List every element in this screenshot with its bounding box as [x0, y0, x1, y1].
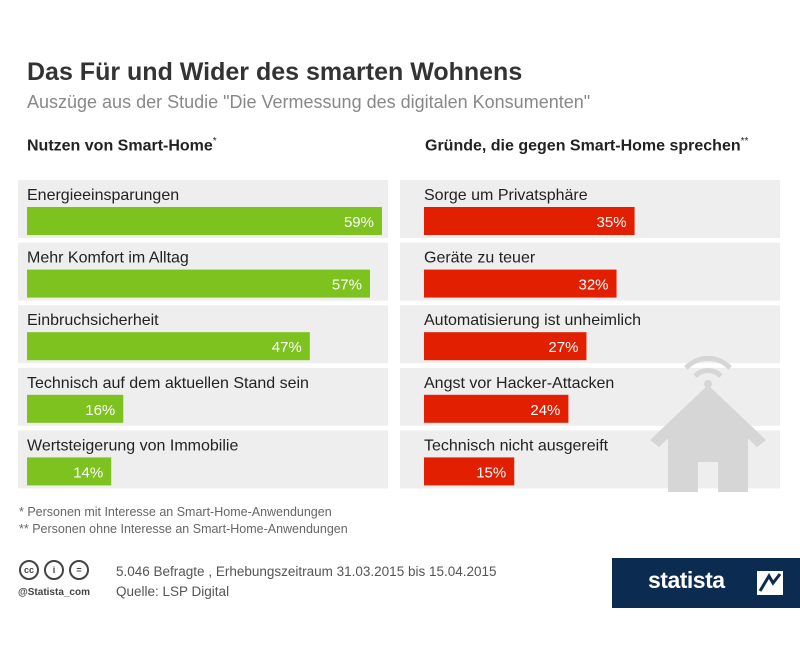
left-panel-header: Nutzen von Smart-Home* — [27, 136, 217, 155]
cc-icon: cc — [19, 560, 39, 580]
bar — [27, 332, 310, 361]
category-label: Energieeinsparungen — [27, 187, 179, 204]
chart-subtitle: Auszüge aus der Studie "Die Vermessung d… — [27, 92, 591, 112]
value-label: 14% — [73, 464, 103, 481]
value-label: 57% — [332, 277, 362, 294]
category-label: Automatisierung ist unheimlich — [424, 312, 641, 329]
category-label: Mehr Komfort im Alltag — [27, 250, 189, 267]
category-label: Technisch nicht ausgereift — [424, 437, 609, 454]
value-label: 59% — [344, 214, 374, 231]
statista-logo-text: statista — [648, 567, 725, 593]
value-label: 47% — [272, 339, 302, 356]
bar — [424, 394, 569, 423]
bar — [27, 457, 112, 486]
value-label: 24% — [530, 402, 560, 419]
category-label: Sorge um Privatsphäre — [424, 187, 588, 204]
category-label: Wertsteigerung von Immobilie — [27, 437, 238, 454]
source-text: Quelle: LSP Digital — [116, 584, 230, 599]
wifi-arc-inner — [693, 368, 723, 378]
house-roof — [650, 385, 766, 447]
chart-title: Das Für und Wider des smarten Wohnens — [27, 58, 523, 86]
category-label: Einbruchsicherheit — [27, 312, 159, 329]
footnote-1: * Personen mit Interesse an Smart-Home-A… — [19, 505, 332, 519]
value-label: 16% — [85, 402, 115, 419]
value-label: 27% — [548, 339, 578, 356]
statista-handle[interactable]: @Statista_com — [18, 587, 90, 598]
equal-icon: = — [69, 560, 89, 580]
category-label: Angst vor Hacker-Attacken — [424, 375, 614, 392]
bar — [424, 332, 587, 361]
bar — [424, 457, 515, 486]
statista-logo-bar[interactable] — [612, 558, 800, 608]
statista-logo-icon — [757, 571, 783, 595]
house-body — [668, 400, 748, 492]
bar — [27, 269, 370, 298]
bar — [424, 269, 617, 298]
wifi-dot — [704, 380, 712, 388]
category-label: Geräte zu teuer — [424, 250, 536, 267]
right-panel-header: Gründe, die gegen Smart-Home sprechen** — [425, 136, 749, 155]
value-label: 15% — [476, 464, 506, 481]
value-label: 32% — [579, 277, 609, 294]
survey-info: 5.046 Befragte , Erhebungszeitraum 31.03… — [116, 564, 497, 579]
bar — [27, 394, 124, 423]
smart-home-illustration — [650, 355, 766, 492]
bar — [27, 207, 382, 235]
wifi-arc-outer — [684, 355, 732, 370]
footnote-2: ** Personen ohne Interesse an Smart-Home… — [19, 522, 348, 536]
person-icon: i — [44, 560, 64, 580]
bar — [424, 207, 635, 235]
value-label: 35% — [597, 214, 627, 231]
category-label: Technisch auf dem aktuellen Stand sein — [27, 375, 309, 392]
